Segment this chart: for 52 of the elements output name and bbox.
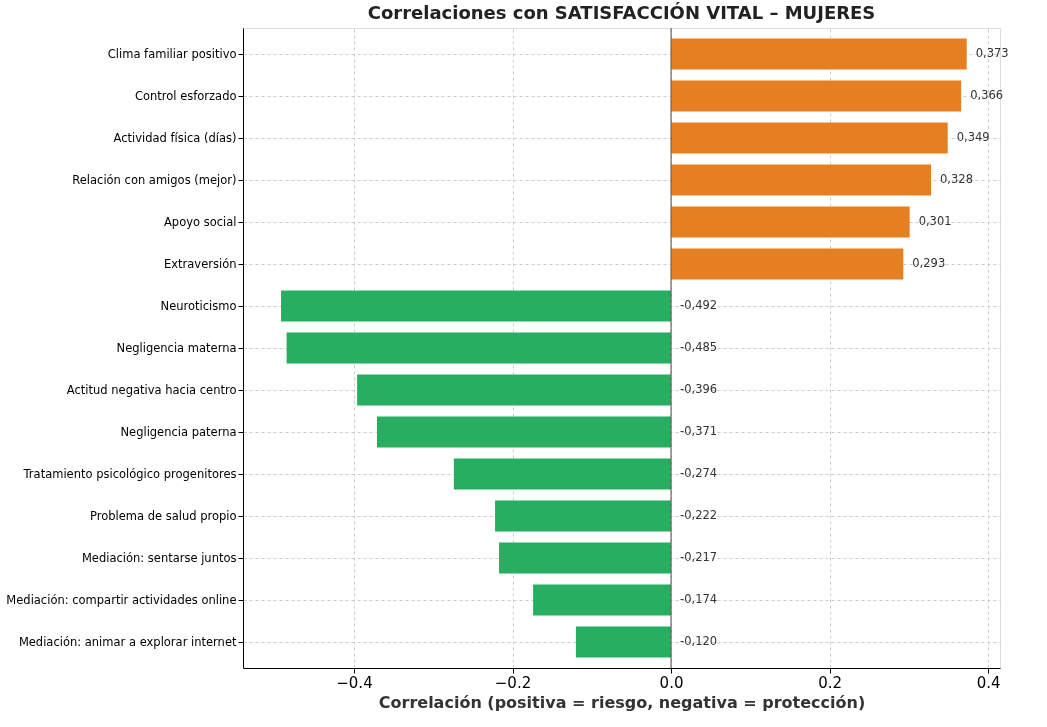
x-tick-label: −0.2 bbox=[494, 673, 532, 692]
data-label: -0,396 bbox=[680, 382, 718, 396]
bar bbox=[533, 584, 672, 616]
data-label: 0,301 bbox=[918, 214, 952, 228]
y-tick-label: Apoyo social bbox=[164, 214, 237, 229]
bar bbox=[281, 290, 672, 322]
data-label: -0,274 bbox=[680, 466, 718, 480]
bar bbox=[286, 332, 672, 364]
x-tick-label: 0.0 bbox=[659, 673, 684, 692]
bar bbox=[671, 38, 967, 70]
bar bbox=[357, 374, 672, 406]
y-tick-label: Actitud negativa hacia centro bbox=[66, 382, 237, 397]
y-tick-label: Relación con amigos (mejor) bbox=[72, 172, 237, 187]
bar bbox=[376, 416, 672, 448]
y-tick-label: Mediación: sentarse juntos bbox=[81, 550, 237, 565]
data-label: -0,120 bbox=[680, 634, 718, 648]
x-tick-label: −0.4 bbox=[336, 673, 373, 692]
data-label: -0,492 bbox=[680, 298, 718, 312]
chart-title: Correlaciones con SATISFACCIÓN VITAL – MUJERES bbox=[367, 2, 876, 24]
bar bbox=[453, 458, 672, 490]
x-tick-label: 0.4 bbox=[976, 673, 1001, 692]
bar bbox=[671, 248, 904, 280]
bar bbox=[671, 164, 932, 196]
y-tick-label: Actividad física (días) bbox=[113, 130, 237, 145]
y-tick-label: Negligencia paterna bbox=[120, 424, 237, 439]
data-label: 0,366 bbox=[970, 88, 1004, 102]
data-label: 0,373 bbox=[975, 46, 1009, 60]
x-axis-title: Correlación (positiva = riesgo, negativa = protección) bbox=[378, 692, 866, 712]
data-label: -0,217 bbox=[680, 550, 718, 564]
bar bbox=[575, 626, 672, 658]
y-tick-label: Clima familiar positivo bbox=[107, 46, 237, 61]
data-label: -0,371 bbox=[680, 424, 718, 438]
data-label: -0,174 bbox=[680, 592, 718, 606]
bar bbox=[671, 80, 962, 112]
y-tick-label: Neuroticismo bbox=[160, 298, 237, 313]
y-tick-label: Mediación: compartir actividades online bbox=[6, 592, 237, 607]
bar bbox=[499, 542, 672, 574]
data-label: -0,222 bbox=[680, 508, 718, 522]
data-label: -0,485 bbox=[680, 340, 718, 354]
y-tick-label: Control esforzado bbox=[134, 88, 237, 103]
y-tick-label: Extraversión bbox=[164, 256, 237, 271]
y-tick-label: Problema de salud propio bbox=[89, 508, 237, 523]
bar bbox=[495, 500, 672, 532]
y-tick-label: Tratamiento psicológico progenitores bbox=[22, 466, 237, 481]
bar bbox=[671, 206, 910, 238]
y-tick-label: Negligencia materna bbox=[116, 340, 237, 355]
data-label: 0,293 bbox=[912, 256, 946, 270]
y-tick-label: Mediación: animar a explorar internet bbox=[18, 634, 237, 649]
data-label: 0,349 bbox=[956, 130, 990, 144]
bar bbox=[671, 122, 948, 154]
x-tick-label: 0.2 bbox=[818, 673, 843, 692]
data-label: 0,328 bbox=[940, 172, 973, 186]
